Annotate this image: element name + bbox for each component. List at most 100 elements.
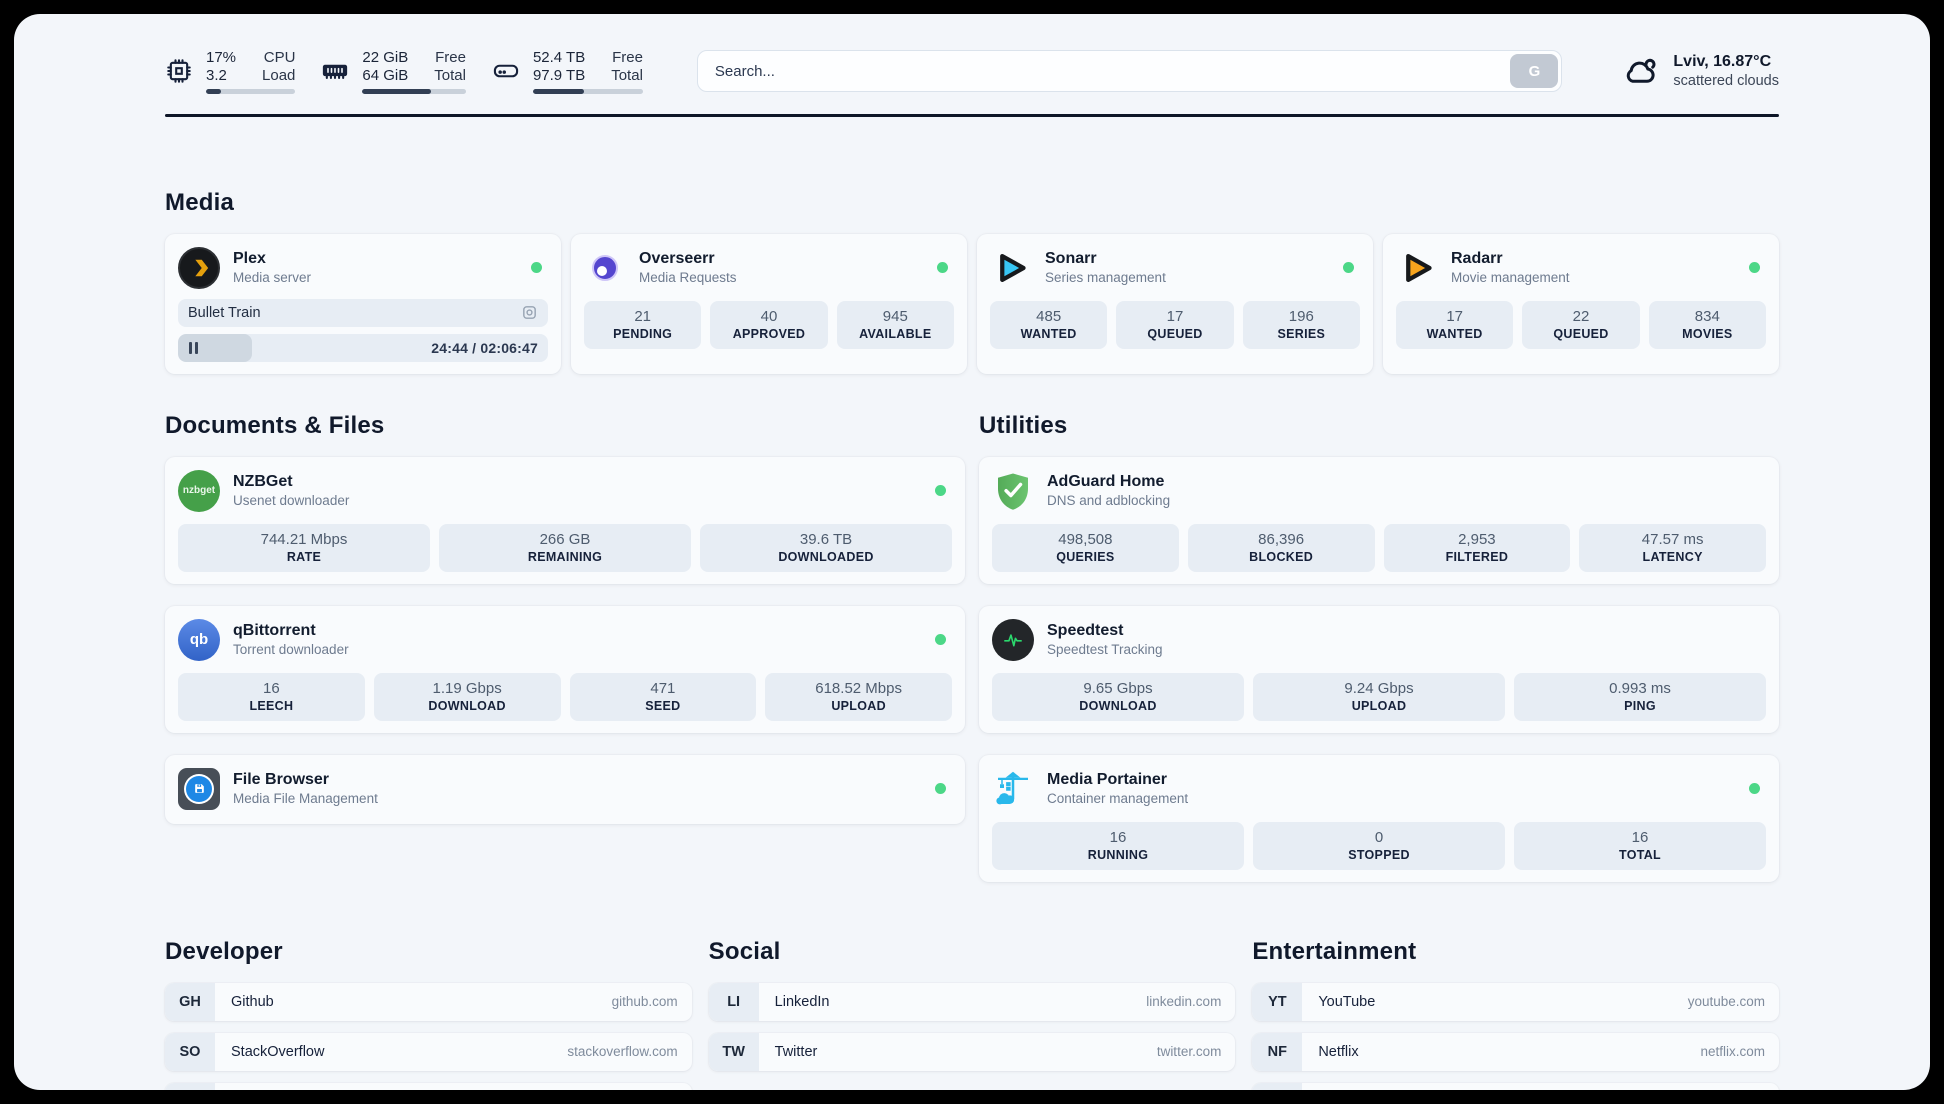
header-divider: [165, 114, 1779, 117]
stat-value: 9.65 Gbps: [1083, 679, 1153, 697]
service-card-sonarr[interactable]: Sonarr Series management 485 WANTED 17 Q…: [977, 233, 1373, 374]
playback-progress[interactable]: 24:44 / 02:06:47: [178, 333, 548, 362]
stat-value: 744.21 Mbps: [260, 530, 348, 548]
stat-box: 17 QUEUED: [1116, 300, 1234, 349]
service-card-nzbget[interactable]: nzbget NZBGet Usenet downloader 744.21 M…: [165, 456, 965, 584]
status-dot: [1749, 783, 1760, 794]
stats-row: 485 WANTED 17 QUEUED 196 SERIES: [990, 300, 1360, 349]
stat-value: 0.993 ms: [1609, 679, 1671, 697]
status-dot: [937, 262, 948, 273]
bookmark-item[interactable]: RE Reddit reddit.com: [1252, 1082, 1779, 1090]
bookmark-item[interactable]: TW Twitter twitter.com: [708, 1032, 1236, 1071]
app-desc: Media File Management: [233, 791, 378, 806]
section-title-developer: Developer: [165, 937, 283, 965]
service-card-adguard[interactable]: AdGuard Home DNS and adblocking 498,508 …: [979, 456, 1779, 584]
disk-free-label: Free: [612, 48, 643, 66]
app-name: Media Portainer: [1047, 771, 1168, 788]
bookmark-abbr: GH: [165, 982, 215, 1021]
stats-row: 16 RUNNING 0 STOPPED 16 TOTAL: [992, 821, 1766, 870]
filebrowser-icon: [178, 767, 220, 810]
bookmark-url: stackoverflow.com: [567, 1044, 678, 1059]
bookmark-item[interactable]: NF Netflix netflix.com: [1252, 1032, 1779, 1071]
service-card-radarr[interactable]: Radarr Movie management 17 WANTED 22 QUE…: [1383, 233, 1779, 374]
app-desc: Torrent downloader: [233, 642, 349, 657]
disk-icon: [492, 57, 520, 85]
stat-box: 86,396 BLOCKED: [1187, 523, 1375, 572]
bookmark-name: Github: [231, 993, 274, 1010]
search-bar: G: [696, 50, 1563, 92]
status-dot: [1749, 262, 1760, 273]
search-input[interactable]: [700, 62, 1511, 80]
stat-label: FILTERED: [1445, 549, 1509, 564]
bookmark-name: YouTube: [1318, 993, 1376, 1010]
bookmark-url: linkedin.com: [1146, 994, 1222, 1009]
stat-box: 471 SEED: [569, 672, 757, 721]
disk-total-label: Total: [611, 66, 643, 84]
service-card-filebrowser[interactable]: File Browser Media File Management: [165, 754, 965, 824]
stat-label: WANTED: [1020, 326, 1077, 341]
stat-label: UPLOAD: [831, 698, 886, 713]
ram-progress-bar: [362, 88, 466, 94]
bookmark-item[interactable]: DT DEV dev.to: [165, 1082, 692, 1090]
stat-value: 86,396: [1258, 530, 1305, 548]
stat-label: WANTED: [1426, 326, 1483, 341]
stat-box: 744.21 Mbps RATE: [178, 523, 430, 572]
now-playing-row: Bullet Train: [178, 298, 548, 327]
portainer-icon: [992, 768, 1034, 810]
service-card-overseerr[interactable]: Overseerr Media Requests 21 PENDING 40 A…: [571, 233, 967, 374]
search-provider-button[interactable]: G: [1510, 54, 1559, 88]
stat-box: 9.24 Gbps UPLOAD: [1253, 672, 1505, 721]
stat-box: 266 GB REMAINING: [439, 523, 691, 572]
app-name: Sonarr: [1045, 250, 1097, 267]
stat-value: 266 GB: [539, 530, 591, 548]
cpu-progress-bar: [206, 88, 296, 94]
stats-row: 9.65 Gbps DOWNLOAD 9.24 Gbps UPLOAD 0.99…: [992, 672, 1766, 721]
stat-value: 16: [1109, 828, 1127, 846]
section-title-social: Social: [708, 937, 781, 965]
stat-label: DOWNLOAD: [1079, 698, 1157, 713]
app-name: Radarr: [1451, 250, 1503, 267]
bookmark-group-entertainment: Entertainment YT YouTube youtube.com NF …: [1252, 938, 1779, 1090]
service-card-qbittorrent[interactable]: qb qBittorrent Torrent downloader 16 LEE…: [165, 605, 965, 733]
disk-total: 97.9 TB: [532, 66, 586, 84]
bookmark-item[interactable]: YT YouTube youtube.com: [1252, 982, 1779, 1021]
app-desc: Usenet downloader: [233, 493, 350, 508]
stat-label: AVAILABLE: [859, 326, 932, 341]
top-bar: 17% CPU 3.2 Load 22 GiB Free: [165, 42, 1779, 100]
stat-box: 9.65 Gbps DOWNLOAD: [992, 672, 1244, 721]
stat-value: 17: [1166, 307, 1184, 325]
service-card-plex[interactable]: Plex Media server Bullet Train 24:44 / 0…: [165, 233, 561, 374]
cpu-label: CPU: [263, 48, 296, 66]
stat-box: 16 LEECH: [178, 672, 365, 721]
weather-location-temp: Lviv, 16.87°C: [1673, 53, 1772, 70]
bookmark-item[interactable]: LI LinkedIn linkedin.com: [708, 982, 1236, 1021]
ram-total-label: Total: [434, 66, 466, 84]
service-card-portainer[interactable]: Media Portainer Container management 16 …: [979, 754, 1779, 882]
app-desc: Media server: [233, 270, 312, 285]
app-desc: Container management: [1047, 791, 1189, 806]
stat-box: 2,953 FILTERED: [1383, 523, 1571, 572]
app-name: Speedtest: [1047, 622, 1124, 639]
bookmark-item[interactable]: GH Github github.com: [165, 982, 692, 1021]
ram-widget: 22 GiB Free 64 GiB Total: [321, 49, 466, 94]
bookmark-name: StackOverflow: [231, 1043, 325, 1060]
service-card-speedtest[interactable]: Speedtest Speedtest Tracking 9.65 Gbps D…: [979, 605, 1779, 733]
stat-box: 0 STOPPED: [1253, 821, 1505, 870]
bookmark-url: twitter.com: [1156, 1044, 1222, 1059]
stat-value: 39.6 TB: [799, 530, 853, 548]
nzbget-icon: nzbget: [178, 469, 220, 512]
stat-box: 498,508 QUERIES: [992, 523, 1179, 572]
stat-value: 17: [1446, 307, 1463, 325]
bookmark-group-developer: Developer GH Github github.com SO StackO…: [165, 937, 692, 1090]
bookmark-list: GH Github github.com SO StackOverflow st…: [165, 982, 692, 1090]
stats-row: 744.21 Mbps RATE 266 GB REMAINING 39.6 T…: [178, 523, 952, 572]
stat-box: 1.19 Gbps DOWNLOAD: [373, 672, 561, 721]
bookmark-name: Netflix: [1318, 1043, 1359, 1060]
stat-box: 834 MOVIES: [1648, 300, 1766, 349]
stat-box: 945 AVAILABLE: [836, 300, 954, 349]
now-playing-title: Bullet Train: [188, 304, 261, 321]
bookmark-item[interactable]: SO StackOverflow stackoverflow.com: [165, 1032, 692, 1071]
bookmark-abbr: NF: [1252, 1032, 1303, 1071]
stat-label: BLOCKED: [1249, 549, 1314, 564]
utilities-column: Utilities AdGuard Home D: [979, 412, 1779, 882]
